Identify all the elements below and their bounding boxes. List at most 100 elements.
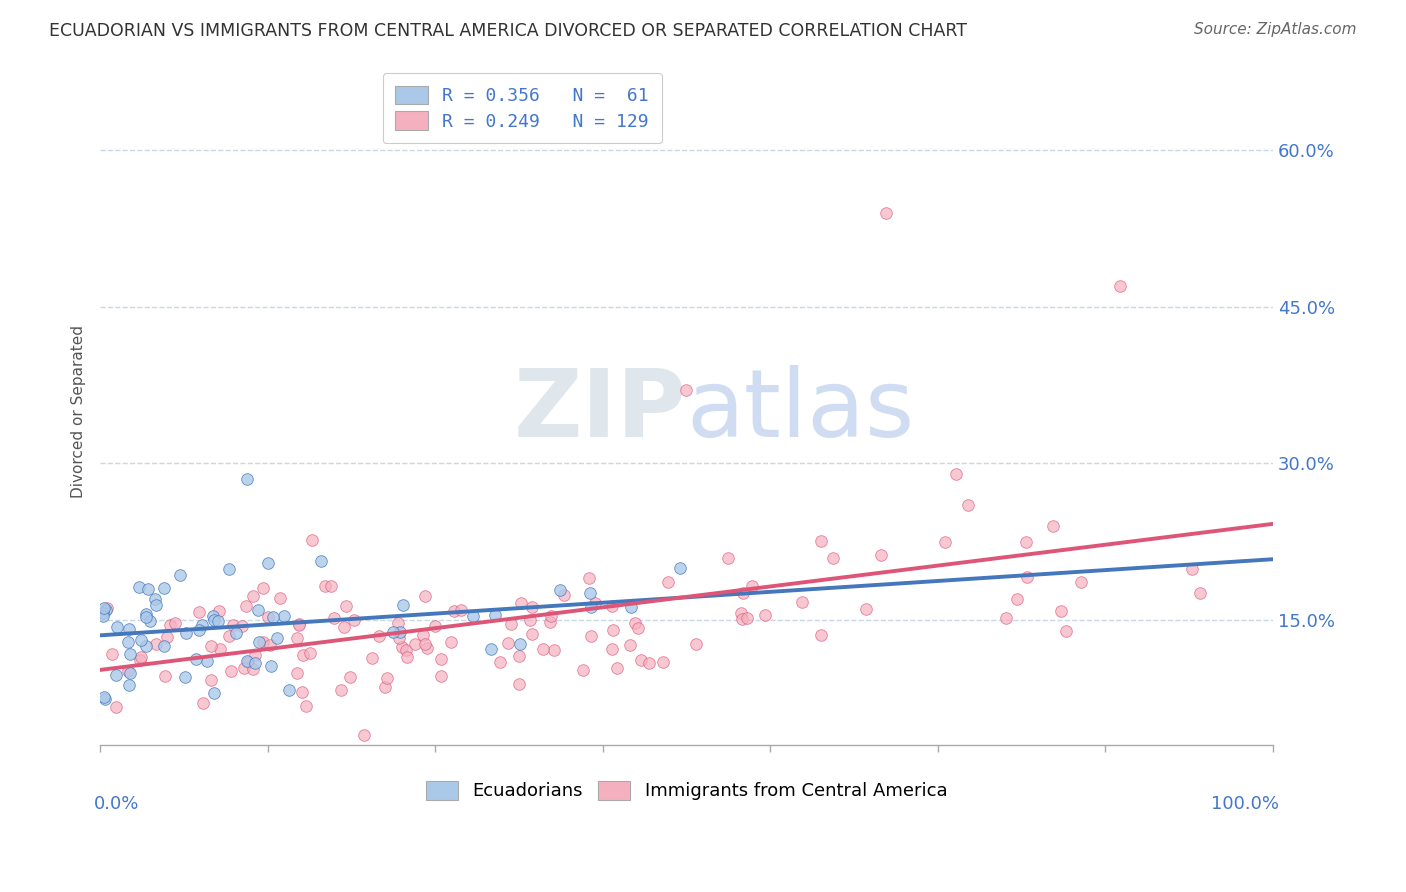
Point	[579, 586, 602, 600]
Point	[309, 554, 332, 568]
Point	[945, 467, 967, 481]
Point	[231, 619, 253, 633]
Point	[353, 727, 375, 741]
Point	[669, 561, 692, 575]
Point	[93, 609, 115, 624]
Point	[247, 635, 270, 649]
Point	[731, 586, 754, 600]
Point	[288, 617, 311, 632]
Point	[322, 611, 344, 625]
Point	[675, 384, 697, 398]
Point	[730, 607, 752, 621]
Point	[1180, 561, 1202, 575]
Point	[153, 581, 176, 595]
Point	[519, 613, 541, 627]
Point	[259, 638, 281, 652]
Point	[135, 607, 157, 621]
Point	[443, 604, 465, 618]
Point	[145, 598, 167, 612]
Y-axis label: Divorced or Separated: Divorced or Separated	[72, 325, 86, 498]
Point	[994, 611, 1017, 625]
Point	[509, 637, 531, 651]
Point	[600, 642, 623, 657]
Point	[391, 640, 413, 655]
Point	[129, 633, 152, 648]
Point	[375, 671, 398, 685]
Point	[450, 602, 472, 616]
Point	[195, 654, 218, 668]
Point	[191, 696, 214, 710]
Point	[627, 621, 650, 635]
Point	[579, 600, 602, 615]
Point	[184, 651, 207, 665]
Point	[343, 613, 366, 627]
Point	[242, 662, 264, 676]
Point	[219, 665, 242, 679]
Point	[93, 690, 115, 704]
Point	[509, 596, 531, 610]
Point	[269, 591, 291, 606]
Point	[104, 700, 127, 714]
Point	[792, 595, 814, 609]
Point	[91, 606, 114, 620]
Point	[314, 579, 336, 593]
Point	[735, 611, 758, 625]
Text: 0.0%: 0.0%	[94, 795, 139, 814]
Point	[382, 624, 405, 639]
Point	[301, 533, 323, 548]
Point	[754, 607, 776, 622]
Point	[387, 615, 409, 630]
Point	[810, 628, 832, 642]
Text: ECUADORIAN VS IMMIGRANTS FROM CENTRAL AMERICA DIVORCED OR SEPARATED CORRELATION : ECUADORIAN VS IMMIGRANTS FROM CENTRAL AM…	[49, 22, 967, 40]
Point	[120, 665, 142, 680]
Point	[101, 648, 124, 662]
Point	[1070, 575, 1092, 590]
Point	[94, 692, 117, 706]
Point	[578, 571, 600, 585]
Point	[143, 591, 166, 606]
Point	[875, 206, 897, 220]
Point	[202, 609, 225, 624]
Point	[579, 629, 602, 643]
Point	[550, 583, 572, 598]
Point	[128, 653, 150, 667]
Point	[236, 654, 259, 668]
Point	[118, 647, 141, 661]
Text: atlas: atlas	[686, 365, 915, 458]
Text: ZIP: ZIP	[513, 365, 686, 458]
Point	[209, 642, 232, 657]
Point	[339, 670, 361, 684]
Point	[117, 635, 139, 649]
Point	[395, 643, 418, 657]
Point	[207, 614, 229, 628]
Point	[1054, 624, 1077, 638]
Point	[225, 626, 247, 640]
Point	[129, 649, 152, 664]
Point	[620, 599, 643, 614]
Point	[236, 655, 259, 669]
Point	[299, 646, 322, 660]
Point	[479, 642, 502, 657]
Point	[571, 663, 593, 677]
Point	[619, 638, 641, 652]
Point	[489, 655, 512, 669]
Point	[330, 682, 353, 697]
Point	[396, 650, 419, 665]
Point	[218, 629, 240, 643]
Point	[202, 686, 225, 700]
Point	[246, 602, 269, 616]
Point	[498, 636, 520, 650]
Point	[553, 589, 575, 603]
Point	[156, 630, 179, 644]
Point	[117, 678, 139, 692]
Point	[235, 599, 257, 613]
Point	[522, 600, 544, 615]
Point	[540, 615, 562, 629]
Point	[606, 661, 628, 675]
Point	[190, 617, 212, 632]
Point	[934, 535, 956, 549]
Point	[245, 648, 267, 662]
Point	[163, 616, 186, 631]
Text: 100.0%: 100.0%	[1211, 795, 1278, 814]
Point	[484, 607, 506, 622]
